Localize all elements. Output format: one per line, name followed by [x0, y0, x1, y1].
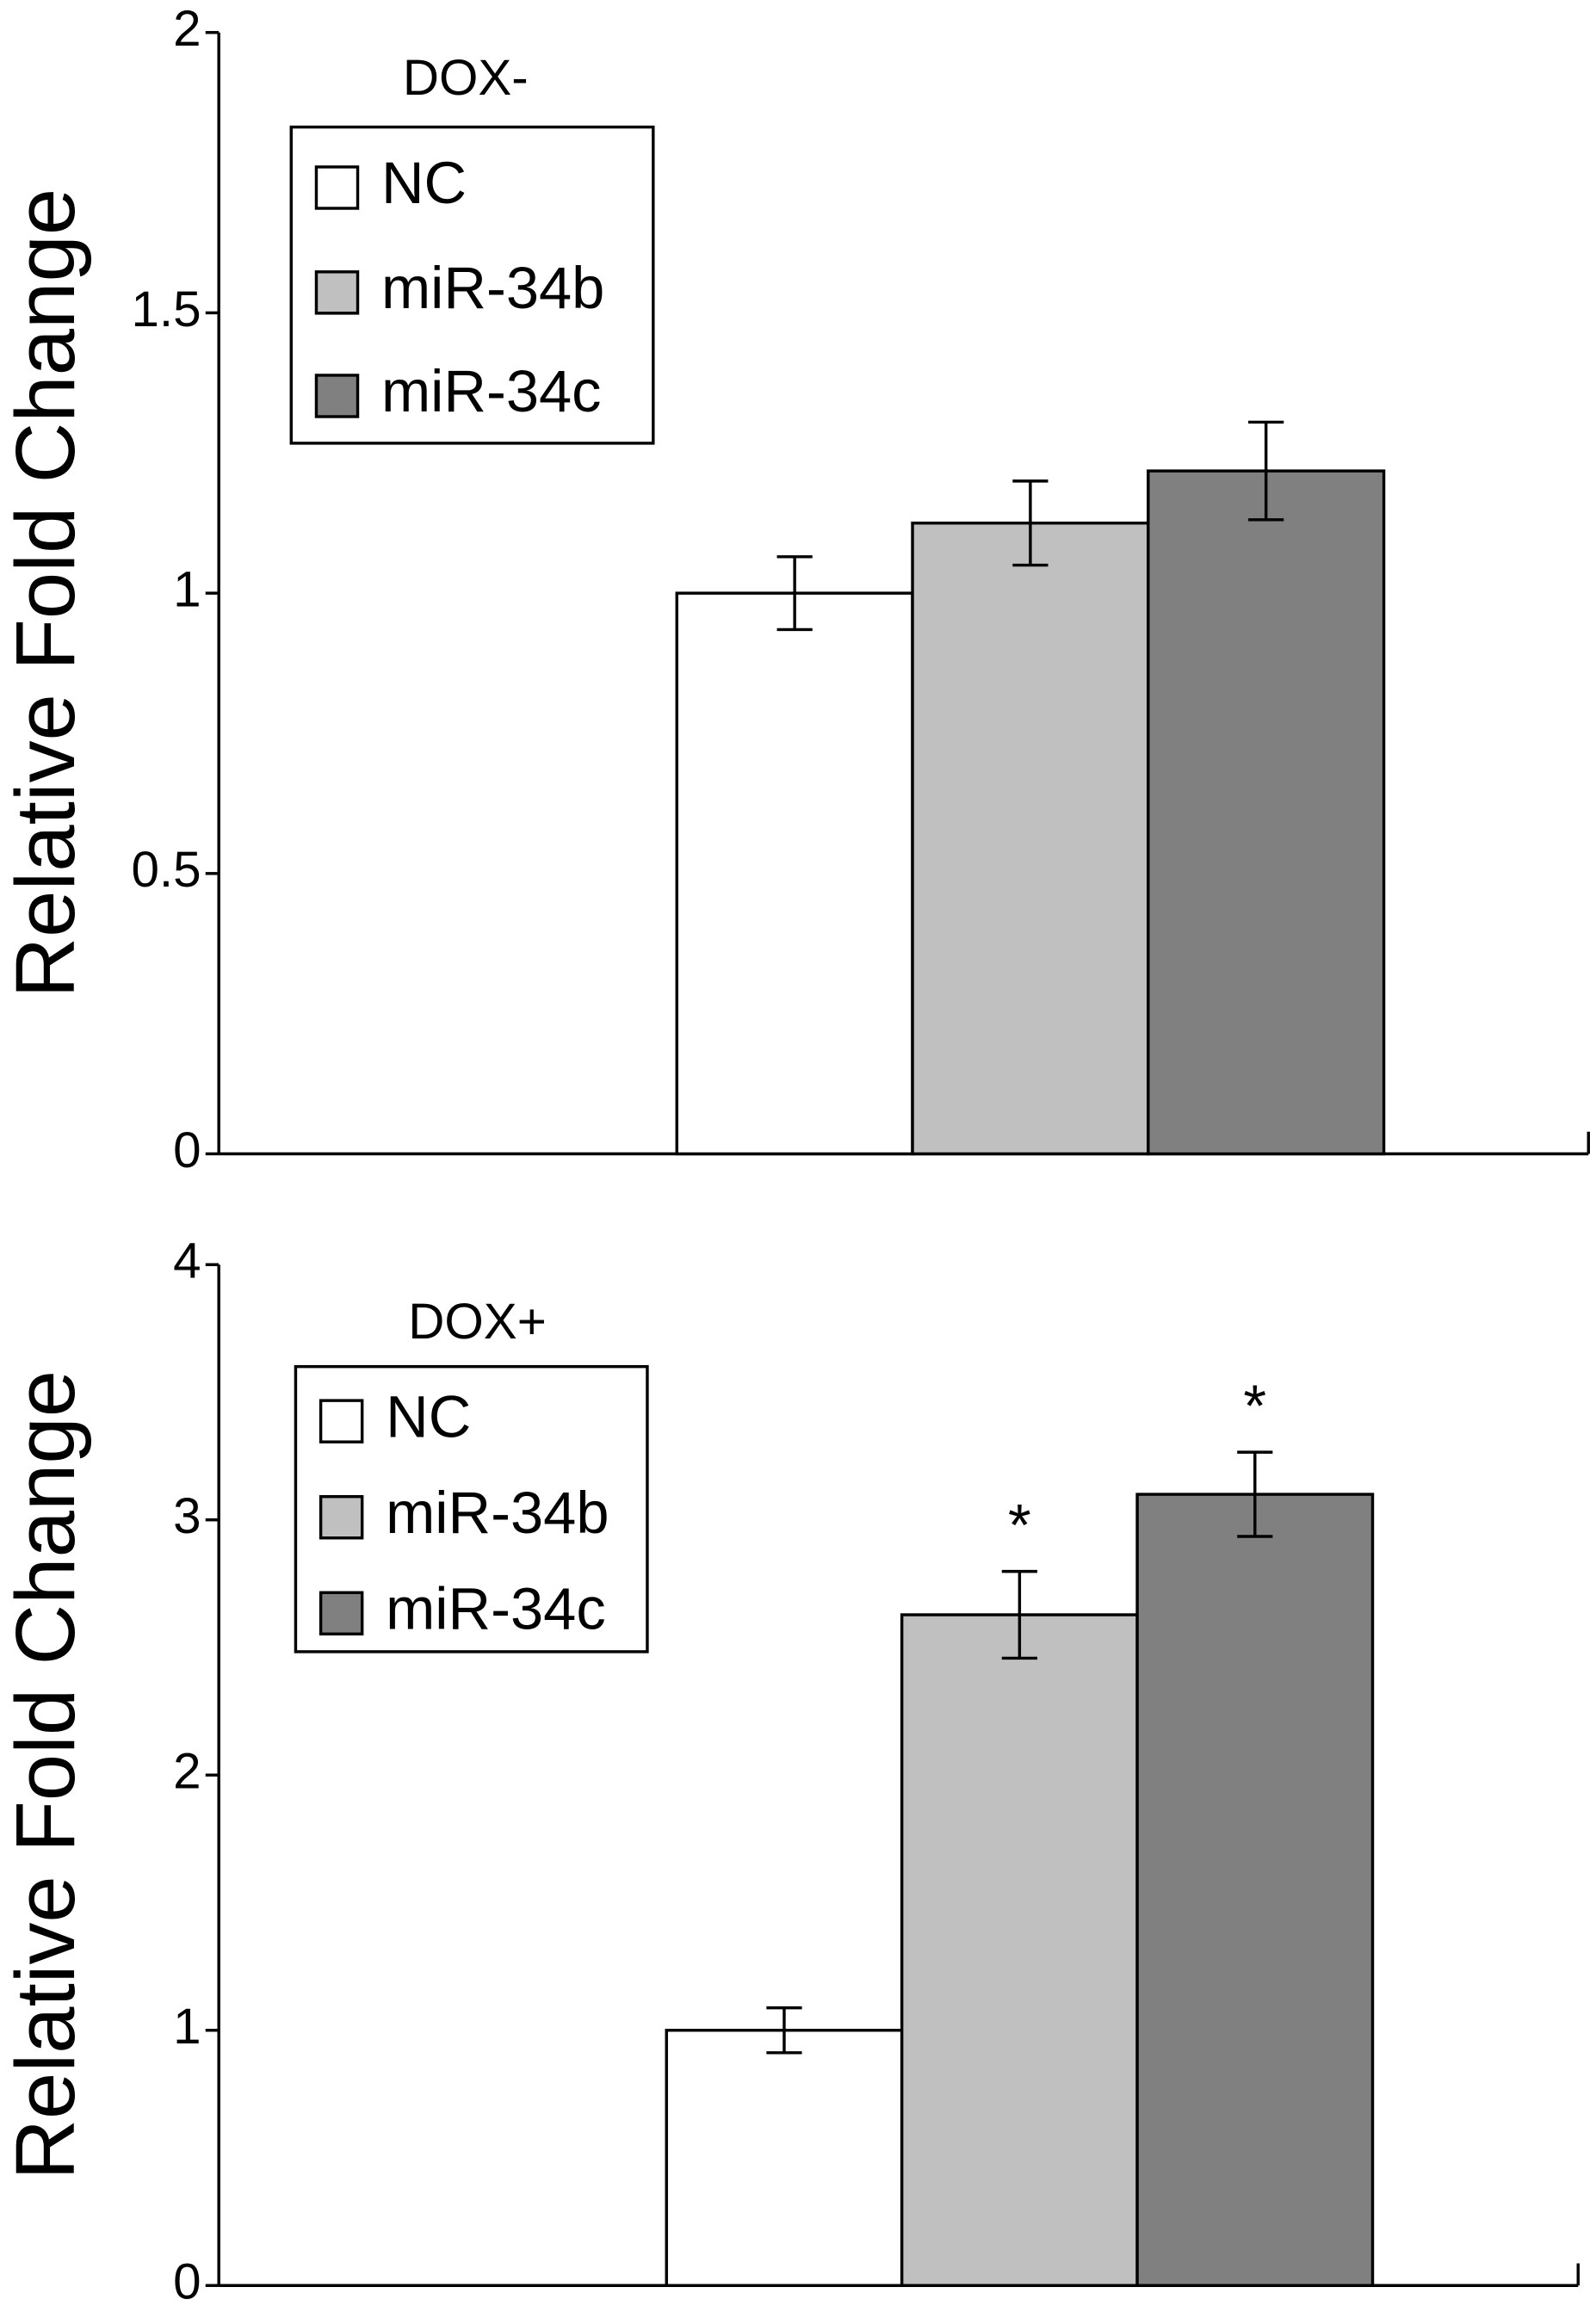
- y-tick-label: 0: [173, 1122, 201, 1178]
- y-tick-label: 1: [173, 562, 201, 618]
- legend-label: miR-34c: [386, 1575, 606, 1641]
- bar: [1147, 469, 1386, 1156]
- bar: [911, 521, 1150, 1156]
- legend-swatch: [319, 1591, 364, 1636]
- legend-label: miR-34c: [381, 358, 602, 424]
- legend-label: miR-34b: [386, 1480, 609, 1546]
- legend-swatch: [314, 374, 360, 418]
- y-tick-label: 0: [173, 2254, 201, 2310]
- bar: [665, 2029, 904, 2287]
- y-axis-label: Relative Fold Change: [0, 189, 92, 998]
- bar: [900, 1613, 1139, 2287]
- y-tick-label: 0.5: [131, 842, 201, 898]
- y-tick-label: 1: [173, 1999, 201, 2055]
- legend-title: DOX-: [403, 50, 529, 106]
- bar: [675, 591, 914, 1156]
- legend-swatch: [314, 270, 360, 315]
- y-tick-label: 2: [173, 1744, 201, 1800]
- legend-label: miR-34b: [381, 255, 604, 321]
- legend-swatch: [319, 1399, 364, 1443]
- legend-swatch: [314, 165, 360, 210]
- legend-title: DOX+: [408, 1294, 547, 1350]
- y-tick-label: 4: [173, 1233, 201, 1289]
- y-tick-label: 2: [173, 1, 201, 57]
- y-tick-label: 1.5: [131, 281, 201, 337]
- y-axis-label: Relative Fold Change: [0, 1370, 92, 2180]
- bar: [1135, 1493, 1375, 2287]
- legend-swatch: [319, 1494, 364, 1540]
- significance-mark: *: [1243, 1373, 1266, 1439]
- legend-label: NC: [381, 150, 467, 216]
- significance-mark: *: [1008, 1493, 1031, 1559]
- legend-label: NC: [386, 1383, 471, 1450]
- y-tick-label: 3: [173, 1488, 201, 1544]
